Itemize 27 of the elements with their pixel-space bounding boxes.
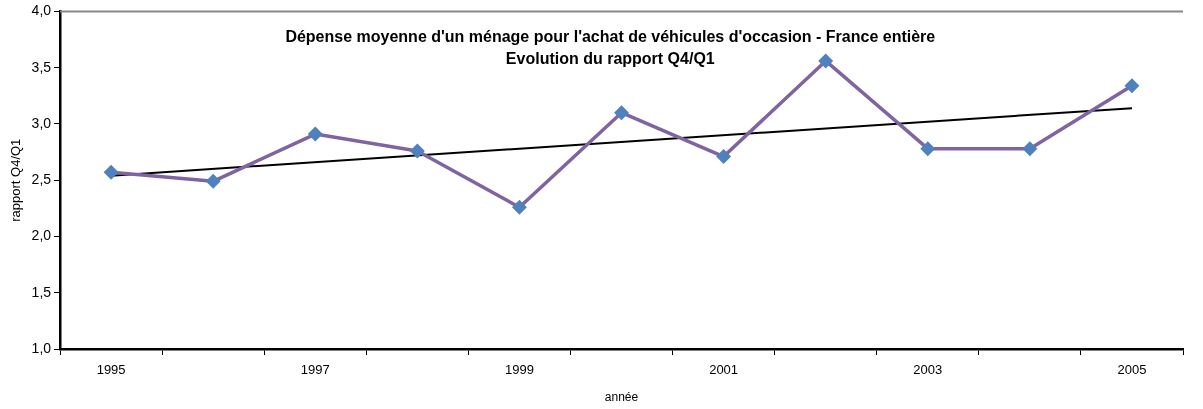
point: [206, 174, 220, 189]
y-tick-label: 1,5: [31, 283, 52, 300]
x-axis-title: année: [604, 390, 639, 405]
y-tick-label: 2,0: [31, 227, 52, 244]
point: [716, 149, 731, 164]
text: Dépense moyenne d'un ménage pour l'achat de véhicules d'occasion - France entière Evolution du rapport Q4/Q1: [285, 27, 936, 67]
y-tick-label: 1,0: [31, 339, 52, 356]
point: [1125, 78, 1139, 93]
point: [410, 144, 425, 158]
point: [308, 127, 323, 141]
point: [1023, 141, 1037, 156]
y-tick-label: 3,5: [31, 58, 52, 75]
x-tick-label: 2005: [1117, 362, 1147, 378]
point: [818, 54, 833, 68]
y-tick-label: 2,5: [31, 171, 52, 188]
y-tick-label: 3,0: [31, 114, 52, 131]
x-tick-label: 1995: [96, 362, 126, 378]
x-tick-label: 1997: [300, 362, 330, 378]
point: [104, 165, 118, 180]
x-tick-label: 2003: [913, 362, 943, 378]
point: [512, 200, 527, 214]
x-tick-label: 2001: [709, 362, 739, 378]
point: [614, 105, 629, 120]
y-axis-title: rapport Q4/Q1: [8, 138, 24, 222]
point: [921, 141, 935, 156]
y-tick-label: 4,0: [31, 2, 52, 19]
x-tick-label: 1999: [504, 362, 534, 378]
